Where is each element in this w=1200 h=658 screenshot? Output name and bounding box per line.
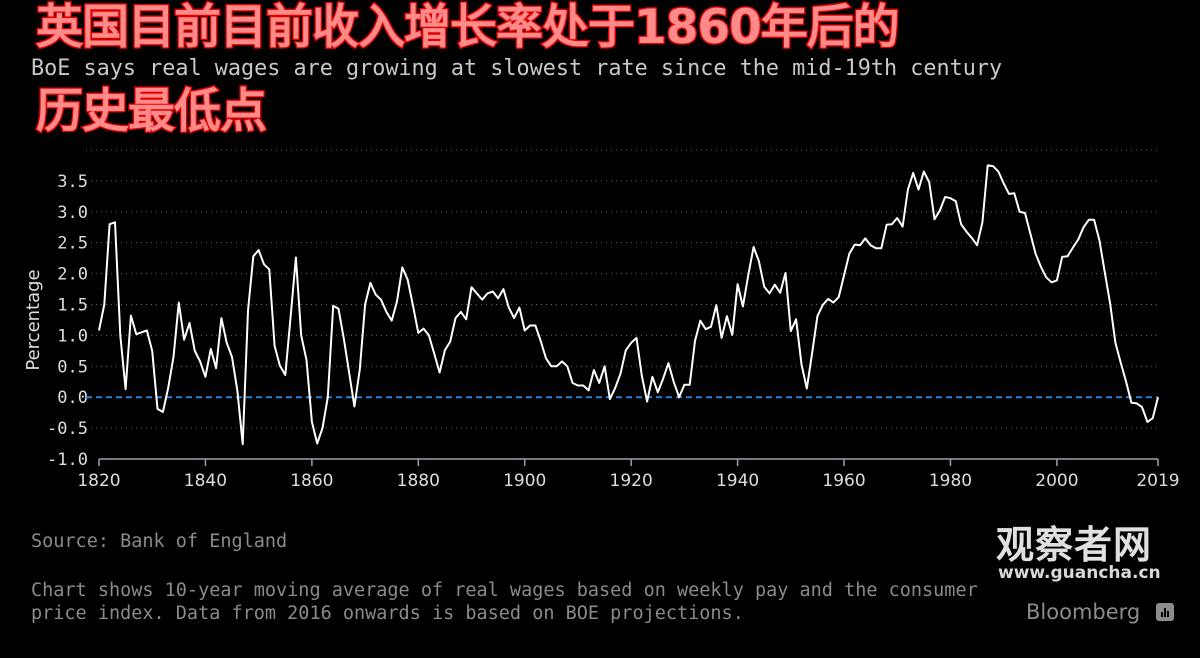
y-tick-label: 0.5	[57, 357, 88, 377]
y-tick-label: -0.5	[47, 419, 88, 439]
watermark-url: www.guancha.cn	[998, 563, 1161, 583]
y-axis-ticks: -1.0 -0.5 0.0 0.5 1.0 1.5 2.0 2.5 3.0 3.5	[47, 172, 88, 470]
real-wages-line	[98, 164, 1159, 446]
bloomberg-chart-icon	[1156, 603, 1174, 621]
y-tick-label: 2.0	[57, 265, 88, 285]
x-tick-label: 2000	[1035, 471, 1078, 491]
y-tick-label: 3.5	[57, 172, 88, 192]
overlay-caption-line-1: 英国目前目前收入增长率处于1860年后的	[35, 0, 901, 55]
x-tick-label: 2019	[1136, 471, 1179, 491]
gridlines	[86, 149, 1158, 429]
chart-footnote: Chart shows 10-year moving average of re…	[31, 580, 978, 624]
x-tick-label: 1840	[184, 471, 227, 491]
x-tick-label: 1820	[77, 471, 120, 491]
y-tick-label: 0.0	[57, 388, 88, 408]
x-axis: 1820 1840 1860 1880 1900 1920 1940 1960 1980 2000…	[77, 458, 1180, 491]
y-tick-label: 1.5	[57, 296, 88, 316]
y-tick-label: 2.5	[57, 234, 88, 254]
watermark-logo: 观察者网	[996, 523, 1153, 567]
overlay-caption-line-2: 历史最低点	[35, 84, 269, 139]
x-tick-label: 1960	[822, 471, 865, 491]
source-note: Source: Bank of England	[31, 531, 288, 552]
chart-subtitle: BoE says real wages are growing at slowe…	[31, 56, 1003, 81]
x-tick-label: 1980	[929, 471, 972, 491]
bloomberg-logo: Bloomberg	[1026, 600, 1141, 624]
y-tick-label: 3.0	[57, 203, 88, 223]
y-tick-label: 1.0	[57, 326, 88, 346]
y-axis-label: Percentage	[23, 269, 44, 370]
x-tick-label: 1920	[610, 471, 653, 491]
x-tick-label: 1860	[290, 471, 333, 491]
x-tick-label: 1900	[503, 471, 546, 491]
x-tick-label: 1880	[397, 471, 440, 491]
x-tick-label: 1940	[716, 471, 759, 491]
y-tick-label: -1.0	[47, 450, 88, 470]
